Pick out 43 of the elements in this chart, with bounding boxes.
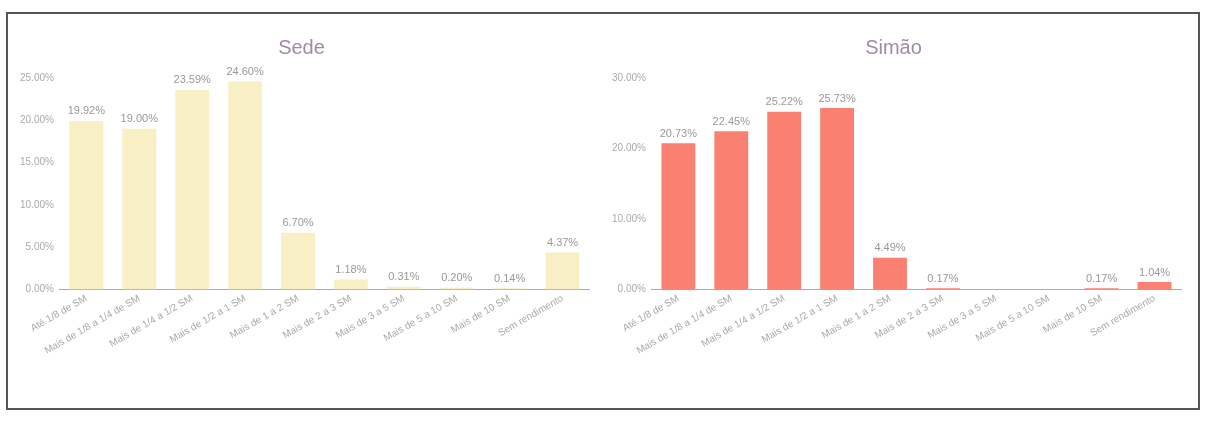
bar	[873, 257, 907, 290]
data-label: 4.49%	[874, 241, 906, 254]
bar	[69, 120, 104, 290]
bar	[1137, 282, 1172, 290]
data-label: 22.45%	[712, 114, 751, 127]
bar	[767, 111, 802, 290]
data-label: 19.00%	[120, 112, 159, 125]
data-label: 25.22%	[765, 95, 804, 108]
data-label: 0.14%	[494, 271, 526, 284]
bar	[820, 108, 855, 290]
data-label: 0.17%	[1086, 271, 1118, 284]
bar	[333, 279, 368, 290]
y-tick-label: 5.00%	[25, 240, 55, 252]
y-tick-label: 30.00%	[611, 71, 647, 83]
data-label: 24.60%	[226, 64, 264, 77]
data-label: 1.18%	[335, 262, 367, 275]
data-label: 0.31%	[388, 270, 420, 283]
data-label: 0.17%	[927, 271, 959, 284]
data-label: 25.73%	[818, 91, 856, 104]
bar	[175, 89, 210, 290]
data-label: 23.59%	[173, 73, 212, 86]
y-tick-label: 20.00%	[19, 114, 55, 126]
y-tick-label: 10.00%	[19, 198, 55, 210]
data-label: 0.20%	[441, 271, 473, 284]
y-tick-label: 15.00%	[19, 156, 55, 168]
bar	[661, 143, 696, 290]
data-label: 6.70%	[282, 216, 314, 229]
bar	[228, 81, 263, 290]
chart-title: Simão	[865, 35, 922, 58]
bar	[122, 128, 157, 290]
data-label: 19.92%	[67, 104, 106, 117]
y-tick-label: 25.00%	[19, 71, 55, 83]
bar	[545, 252, 580, 290]
data-label: 20.73%	[659, 126, 698, 139]
data-label: 4.37%	[546, 235, 579, 248]
y-tick-label: 0.00%	[25, 283, 55, 295]
data-label: 1.04%	[1138, 265, 1171, 278]
y-tick-label: 10.00%	[611, 212, 647, 224]
y-tick-label: 20.00%	[611, 142, 647, 154]
bar	[714, 131, 749, 290]
chart-title: Sede	[278, 35, 325, 58]
y-tick-label: 0.00%	[617, 283, 647, 295]
bar	[281, 232, 315, 290]
